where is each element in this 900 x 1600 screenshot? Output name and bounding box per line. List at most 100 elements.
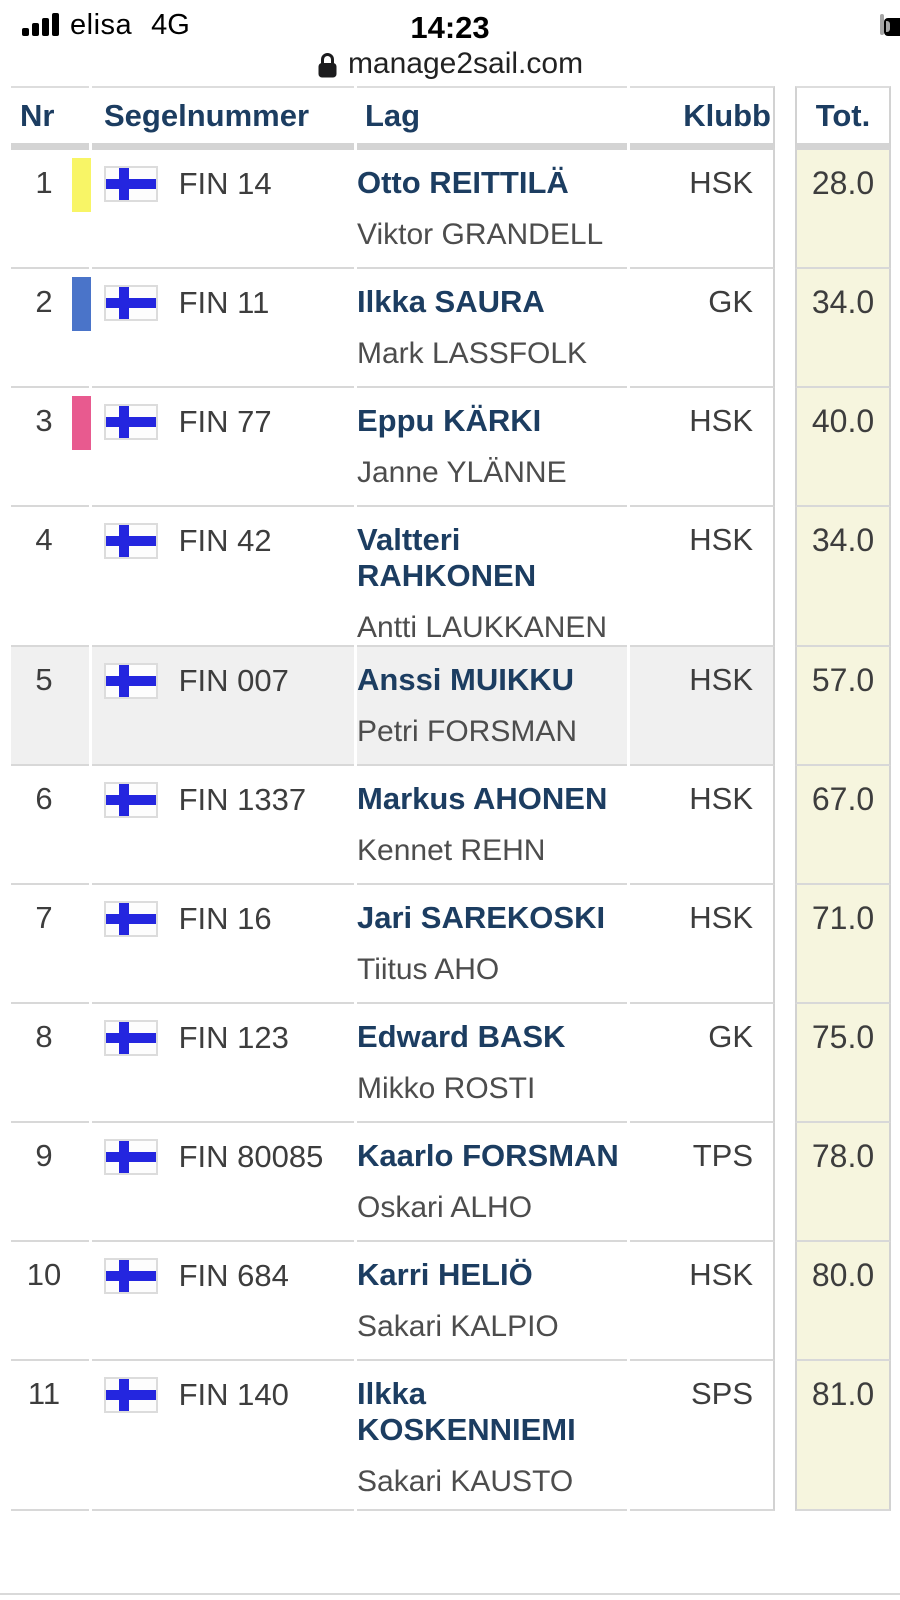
table-row[interactable]: 4 FIN 42 Valtteri RAHKONEN Antti LAUKKAN… <box>11 507 891 647</box>
sail-number-cell: FIN 16 <box>92 885 354 1004</box>
column-gap-cell <box>778 647 792 766</box>
column-gap-cell <box>778 388 792 507</box>
total-score-cell: 34.0 <box>795 269 891 388</box>
sail-number-cell: FIN 77 <box>72 388 354 507</box>
team-cell: Kaarlo FORSMAN Oskari ALHO <box>357 1123 627 1242</box>
table-row[interactable]: 8 FIN 123 Edward BASK Mikko ROSTI GK 75.… <box>11 1004 891 1123</box>
sail-number-cell: FIN 123 <box>92 1004 354 1123</box>
table-row[interactable]: 10 FIN 684 Karri HELIÖ Sakari KALPIO HSK… <box>11 1242 891 1361</box>
crew-name: Sakari KALPIO <box>357 1310 559 1343</box>
table-row[interactable]: 5 FIN 007 Anssi MUIKKU Petri FORSMAN HSK… <box>11 647 891 766</box>
club-cell: SPS <box>630 1361 775 1511</box>
sail-number: FIN 77 <box>178 404 272 439</box>
sail-number: FIN 16 <box>178 901 272 936</box>
finland-flag-icon <box>104 285 158 321</box>
crew-name: Kennet REHN <box>357 834 546 867</box>
column-gap-cell <box>778 1361 792 1511</box>
sail-number: FIN 684 <box>178 1258 289 1293</box>
sail-number-cell: FIN 14 <box>72 150 354 269</box>
clock: 14:23 <box>410 10 490 45</box>
status-bar-left: elisa 4G <box>22 9 190 42</box>
skipper-name-link[interactable]: Kaarlo FORSMAN <box>357 1138 619 1173</box>
team-cell: Anssi MUIKKU Petri FORSMAN <box>357 647 627 766</box>
sail-number: FIN 123 <box>178 1020 289 1055</box>
team-cell: Valtteri RAHKONEN Antti LAUKKANEN <box>357 507 627 647</box>
fleet-marker <box>72 277 91 331</box>
skipper-name-link[interactable]: Otto REITTILÄ <box>357 165 569 200</box>
total-score-cell: 28.0 <box>795 150 891 269</box>
club-cell: TPS <box>630 1123 775 1242</box>
results-table: Nr Segelnummer Lag Klubb Tot. 1 FIN 14 O… <box>8 86 894 1511</box>
fleet-marker <box>72 158 91 212</box>
rank-cell: 1 <box>11 150 89 269</box>
rank-cell: 5 <box>11 647 89 766</box>
table-row[interactable]: 3 FIN 77 Eppu KÄRKI Janne YLÄNNE HSK 40.… <box>11 388 891 507</box>
table-row[interactable]: 2 FIN 11 Ilkka SAURA Mark LASSFOLK GK 34… <box>11 269 891 388</box>
team-cell: Jari SAREKOSKI Tiitus AHO <box>357 885 627 1004</box>
total-score-cell: 71.0 <box>795 885 891 1004</box>
skipper-name-link[interactable]: Anssi MUIKKU <box>357 662 575 697</box>
skipper-name-link[interactable]: Ilkka KOSKENNIEMI <box>357 1376 576 1447</box>
crew-name: Tiitus AHO <box>357 953 500 986</box>
rank-cell: 7 <box>11 885 89 1004</box>
table-row[interactable]: 9 FIN 80085 Kaarlo FORSMAN Oskari ALHO T… <box>11 1123 891 1242</box>
club-cell: HSK <box>630 1242 775 1361</box>
column-gap-cell <box>778 269 792 388</box>
column-gap-header <box>778 86 792 150</box>
rank-cell: 3 <box>11 388 89 507</box>
url-bar[interactable]: manage2sail.com <box>0 44 900 84</box>
table-row[interactable]: 1 FIN 14 Otto REITTILÄ Viktor GRANDELL H… <box>11 150 891 269</box>
column-gap-cell <box>778 507 792 647</box>
club-cell: HSK <box>630 766 775 885</box>
sail-number: FIN 42 <box>178 523 272 558</box>
club-cell: HSK <box>630 388 775 507</box>
club-cell: HSK <box>630 647 775 766</box>
table-row[interactable]: 6 FIN 1337 Markus AHONEN Kennet REHN HSK… <box>11 766 891 885</box>
column-gap-cell <box>778 766 792 885</box>
lock-icon <box>317 52 338 79</box>
crew-name: Janne YLÄNNE <box>357 456 567 489</box>
team-cell: Karri HELIÖ Sakari KALPIO <box>357 1242 627 1361</box>
club-cell: GK <box>630 269 775 388</box>
finland-flag-icon <box>104 782 158 818</box>
skipper-name-link[interactable]: Jari SAREKOSKI <box>357 900 606 935</box>
skipper-name-link[interactable]: Karri HELIÖ <box>357 1257 533 1292</box>
sail-number: FIN 11 <box>178 285 270 320</box>
club-cell: GK <box>630 1004 775 1123</box>
sail-number-cell: FIN 42 <box>92 507 354 647</box>
skipper-name-link[interactable]: Eppu KÄRKI <box>357 403 542 438</box>
network-type-label: 4G <box>151 8 190 41</box>
sail-number-cell: FIN 1337 <box>92 766 354 885</box>
fleet-marker <box>72 396 91 450</box>
finland-flag-icon <box>104 1258 158 1294</box>
results-table-body: 1 FIN 14 Otto REITTILÄ Viktor GRANDELL H… <box>11 150 891 1511</box>
club-cell: HSK <box>630 507 775 647</box>
column-gap-cell <box>778 150 792 269</box>
sail-number: FIN 140 <box>178 1377 289 1412</box>
team-cell: Markus AHONEN Kennet REHN <box>357 766 627 885</box>
team-cell: Edward BASK Mikko ROSTI <box>357 1004 627 1123</box>
club-cell: HSK <box>630 150 775 269</box>
team-cell: Otto REITTILÄ Viktor GRANDELL <box>357 150 627 269</box>
column-header-nr: Nr <box>11 86 89 150</box>
crew-name: Petri FORSMAN <box>357 715 578 748</box>
sail-number-cell: FIN 80085 <box>92 1123 354 1242</box>
rank-cell: 6 <box>11 766 89 885</box>
skipper-name-link[interactable]: Ilkka SAURA <box>357 284 545 319</box>
finland-flag-icon <box>104 663 158 699</box>
skipper-name-link[interactable]: Edward BASK <box>357 1019 566 1054</box>
crew-name: Oskari ALHO <box>357 1191 533 1224</box>
rank-cell: 8 <box>11 1004 89 1123</box>
table-row[interactable]: 7 FIN 16 Jari SAREKOSKI Tiitus AHO HSK 7… <box>11 885 891 1004</box>
table-row[interactable]: 11 FIN 140 Ilkka KOSKENNIEMI Sakari KAUS… <box>11 1361 891 1511</box>
crew-name: Viktor GRANDELL <box>357 218 604 251</box>
skipper-name-link[interactable]: Markus AHONEN <box>357 781 608 816</box>
team-cell: Ilkka KOSKENNIEMI Sakari KAUSTO <box>357 1361 627 1511</box>
finland-flag-icon <box>104 1020 158 1056</box>
total-score-cell: 78.0 <box>795 1123 891 1242</box>
sail-number: FIN 14 <box>178 166 272 201</box>
skipper-name-link[interactable]: Valtteri RAHKONEN <box>357 522 537 593</box>
column-gap-cell <box>778 1242 792 1361</box>
finland-flag-icon <box>104 901 158 937</box>
sail-number-cell: FIN 140 <box>92 1361 354 1511</box>
